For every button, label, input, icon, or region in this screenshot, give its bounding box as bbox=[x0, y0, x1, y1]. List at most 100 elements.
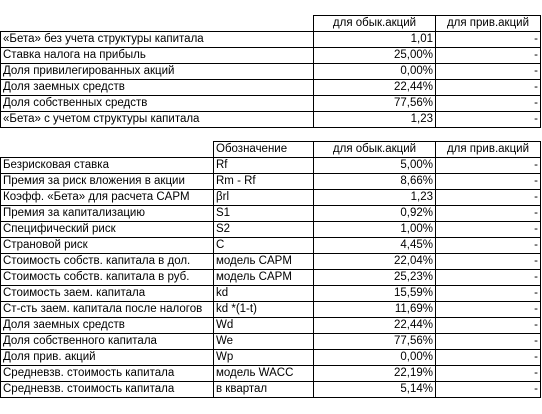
empty-cell bbox=[1, 142, 214, 158]
preferred-shares-value-cell[interactable]: - bbox=[435, 381, 541, 398]
table-row: «Бета» с учетом структуры капитала 1,23- bbox=[0, 111, 541, 128]
symbol-cell[interactable]: C bbox=[213, 237, 314, 254]
header-symbol[interactable]: Обозначение bbox=[213, 141, 314, 158]
row-label-cell[interactable]: Доля заемных средств bbox=[0, 317, 214, 334]
table-row: Доля привилегированных акций 0,00% - bbox=[0, 63, 541, 80]
header-common-shares[interactable]: для обык.акций bbox=[313, 141, 436, 158]
common-shares-value-cell[interactable]: 1,01 bbox=[313, 31, 436, 48]
row-label-cell[interactable]: Стоимость заем. капитала bbox=[0, 285, 214, 302]
common-shares-value-cell[interactable]: 1,23 bbox=[313, 189, 436, 206]
preferred-shares-value-cell[interactable]: - bbox=[435, 63, 541, 80]
common-shares-value-cell[interactable]: 4,45% bbox=[313, 237, 436, 254]
row-label-cell[interactable]: Ставка налога на прибыль bbox=[0, 47, 314, 64]
preferred-shares-value-cell[interactable]: - bbox=[435, 317, 541, 334]
symbol-cell[interactable]: Wd bbox=[213, 317, 314, 334]
symbol-cell[interactable]: Rm - Rf bbox=[213, 173, 314, 190]
symbol-cell[interactable]: модель CAPM bbox=[213, 253, 314, 270]
preferred-shares-value-cell[interactable]: - bbox=[435, 173, 541, 190]
common-shares-value-cell[interactable]: 0,92% bbox=[313, 205, 436, 222]
preferred-shares-value-cell[interactable]: - bbox=[435, 111, 541, 128]
table-row: Безрисковая ставка Rf 5,00% - bbox=[0, 157, 541, 174]
table-row: Стоимость собств. капитала в дол. модель … bbox=[0, 253, 541, 270]
preferred-shares-value-cell[interactable]: - bbox=[435, 79, 541, 96]
preferred-shares-value-cell[interactable]: - bbox=[435, 47, 541, 64]
symbol-cell[interactable]: kd *(1-t) bbox=[213, 301, 314, 318]
preferred-shares-value-cell[interactable]: - bbox=[435, 365, 541, 382]
table-row: Доля собственного капитала We 77,56% - bbox=[0, 333, 541, 350]
table-row: Ст-сть заем. капитала после налогов kd *(… bbox=[0, 301, 541, 318]
row-label-cell[interactable]: Доля собственного капитала bbox=[0, 333, 214, 350]
symbol-cell[interactable]: в квартал bbox=[213, 381, 314, 398]
row-label-cell[interactable]: Доля привилегированных акций bbox=[0, 63, 314, 80]
common-shares-value-cell[interactable]: 22,44% bbox=[313, 317, 436, 334]
row-label-cell[interactable]: Средневзв. стоимость капитала bbox=[0, 381, 214, 398]
preferred-shares-value-cell[interactable]: - bbox=[435, 253, 541, 270]
common-shares-value-cell[interactable]: 5,00% bbox=[313, 157, 436, 174]
symbol-cell[interactable]: kd bbox=[213, 285, 314, 302]
common-shares-value-cell[interactable]: 0,00% bbox=[313, 349, 436, 366]
symbol-cell[interactable]: βrl bbox=[213, 189, 314, 206]
common-shares-value-cell[interactable]: 1,00% bbox=[313, 221, 436, 238]
beta-table: для обык.акций для прив.акций «Бета» без… bbox=[0, 15, 541, 128]
empty-cell bbox=[214, 16, 314, 32]
beta-table-header-row: для обык.акций для прив.акций bbox=[1, 15, 541, 32]
preferred-shares-value-cell[interactable]: - bbox=[435, 269, 541, 286]
preferred-shares-value-cell[interactable]: - bbox=[435, 301, 541, 318]
cost-of-capital-table: Обозначение для обык.акций для прив.акци… bbox=[0, 141, 541, 398]
row-label-cell[interactable]: Премия за капитализацию bbox=[0, 205, 214, 222]
preferred-shares-value-cell[interactable]: - bbox=[435, 333, 541, 350]
table-row: Премия за капитализацию S1 0,92% - bbox=[0, 205, 541, 222]
symbol-cell[interactable]: We bbox=[213, 333, 314, 350]
row-label-cell[interactable]: Премия за риск вложения в акции bbox=[0, 173, 214, 190]
preferred-shares-value-cell[interactable]: - bbox=[435, 189, 541, 206]
common-shares-value-cell[interactable]: 15,59% bbox=[313, 285, 436, 302]
common-shares-value-cell[interactable]: 0,00% bbox=[313, 63, 436, 80]
row-label-cell[interactable]: Стоимость собств. капитала в руб. bbox=[0, 269, 214, 286]
common-shares-value-cell[interactable]: 22,04% bbox=[313, 253, 436, 270]
symbol-cell[interactable]: S1 bbox=[213, 205, 314, 222]
common-shares-value-cell[interactable]: 8,66% bbox=[313, 173, 436, 190]
symbol-cell[interactable]: Rf bbox=[213, 157, 314, 174]
preferred-shares-value-cell[interactable]: - bbox=[435, 237, 541, 254]
common-shares-value-cell[interactable]: 5,14% bbox=[313, 381, 436, 398]
preferred-shares-value-cell[interactable]: - bbox=[435, 285, 541, 302]
row-label-cell[interactable]: «Бета» с учетом структуры капитала bbox=[0, 111, 314, 128]
symbol-cell[interactable]: модель CAPM bbox=[213, 269, 314, 286]
common-shares-value-cell[interactable]: 77,56% bbox=[313, 95, 436, 112]
empty-cell bbox=[1, 16, 214, 32]
preferred-shares-value-cell[interactable]: - bbox=[435, 221, 541, 238]
header-preferred-shares[interactable]: для прив.акций bbox=[435, 15, 541, 32]
common-shares-value-cell[interactable]: 25,00% bbox=[313, 47, 436, 64]
preferred-shares-value-cell[interactable]: - bbox=[435, 157, 541, 174]
preferred-shares-value-cell[interactable]: - bbox=[435, 349, 541, 366]
row-label-cell[interactable]: Безрисковая ставка bbox=[0, 157, 214, 174]
row-label-cell[interactable]: Специфический риск bbox=[0, 221, 214, 238]
row-label-cell[interactable]: Коэфф. «Бета» для расчета CAPM bbox=[0, 189, 214, 206]
table-row: Стоимость заем. капитала kd 15,59% - bbox=[0, 285, 541, 302]
table-row: Доля заемных средств 22,44% - bbox=[0, 79, 541, 96]
row-label-cell[interactable]: «Бета» без учета структуры капитала bbox=[0, 31, 314, 48]
common-shares-value-cell[interactable]: 22,19% bbox=[313, 365, 436, 382]
row-label-cell[interactable]: Доля собственных средств bbox=[0, 95, 314, 112]
common-shares-value-cell[interactable]: 22,44% bbox=[313, 79, 436, 96]
header-preferred-shares[interactable]: для прив.акций bbox=[435, 141, 541, 158]
symbol-cell[interactable]: S2 bbox=[213, 221, 314, 238]
row-label-cell[interactable]: Доля заемных средств bbox=[0, 79, 314, 96]
row-label-cell[interactable]: Страновой риск bbox=[0, 237, 214, 254]
preferred-shares-value-cell[interactable]: - bbox=[435, 205, 541, 222]
common-shares-value-cell[interactable]: 25,23% bbox=[313, 269, 436, 286]
row-label-cell[interactable]: Стоимость собств. капитала в дол. bbox=[0, 253, 214, 270]
common-shares-value-cell[interactable]: 11,69% bbox=[313, 301, 436, 318]
common-shares-value-cell[interactable]: 77,56% bbox=[313, 333, 436, 350]
preferred-shares-value-cell[interactable]: - bbox=[435, 95, 541, 112]
header-common-shares[interactable]: для обык.акций bbox=[313, 15, 436, 32]
symbol-cell[interactable]: Wp bbox=[213, 349, 314, 366]
table-row: Премия за риск вложения в акции Rm - Rf 8,… bbox=[0, 173, 541, 190]
row-label-cell[interactable]: Ст-сть заем. капитала после налогов bbox=[0, 301, 214, 318]
table-row: Доля заемных средств Wd 22,44% - bbox=[0, 317, 541, 334]
row-label-cell[interactable]: Средневзв. стоимость капитала bbox=[0, 365, 214, 382]
row-label-cell[interactable]: Доля прив. акций bbox=[0, 349, 214, 366]
common-shares-value-cell[interactable]: 1,23 bbox=[313, 111, 436, 128]
symbol-cell[interactable]: модель WACC bbox=[213, 365, 314, 382]
preferred-shares-value-cell[interactable]: - bbox=[435, 31, 541, 48]
